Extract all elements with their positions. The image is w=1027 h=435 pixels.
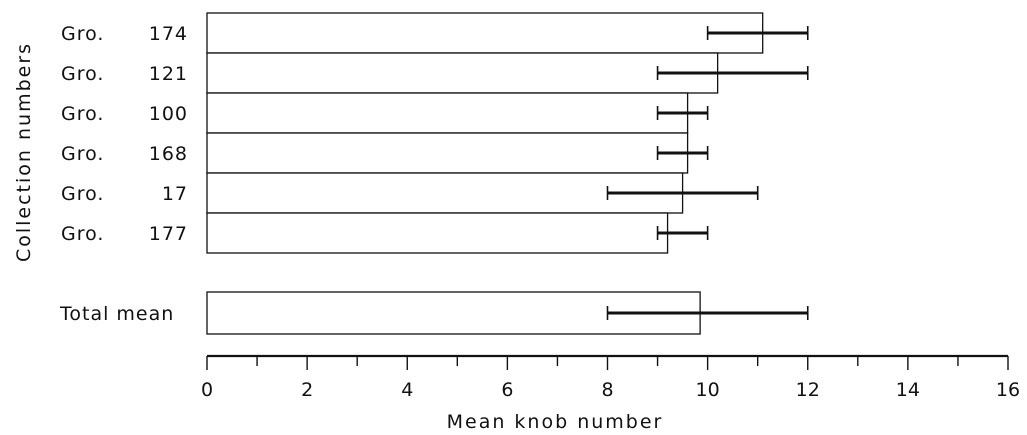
total-mean-label: Total mean [59,303,174,325]
category-0-bar [206,12,764,54]
x-tick-label: 12 [796,379,820,401]
x-tick-label: 10 [696,379,720,401]
x-tick-label: 16 [996,379,1020,401]
category-number-label: 168 [149,143,188,165]
bars-group [206,12,764,335]
category-number-label: 177 [149,223,188,245]
x-tick-label: 14 [896,379,920,401]
x-tick-label: 6 [501,379,513,401]
category-prefix-label: Gro. [61,223,104,245]
category-prefix-label: Gro. [61,183,104,205]
category-5-bar [206,212,669,254]
x-tick-label: 8 [601,379,613,401]
category-1-bar [206,52,719,94]
x-axis: 0 2 4 6 8 10 12 14 16 [201,354,1020,401]
category-prefix-label: Gro. [61,103,104,125]
category-number-label: 174 [149,23,188,45]
category-prefix-label: Gro. [61,63,104,85]
category-4-bar [206,172,684,214]
category-2-bar [206,92,689,134]
x-axis-title: Mean knob number [447,411,664,433]
category-prefix-label: Gro. [61,143,104,165]
error-bars-group [606,26,809,320]
category-prefix-label: Gro. [61,23,104,45]
y-axis-title: Collection numbers [13,42,35,262]
x-tick-label: 4 [401,379,413,401]
category-number-label: 121 [149,63,188,85]
category-number-label: 100 [149,103,188,125]
category-labels-group: Gro. 174 Gro. 121 Gro. 100 Gro. 168 Gro. 17 Gro. 17… [59,23,188,325]
x-tick-label: 0 [201,379,213,401]
category-3-bar [206,132,689,174]
x-tick-label: 2 [301,379,313,401]
category-number-label: 17 [162,183,188,205]
